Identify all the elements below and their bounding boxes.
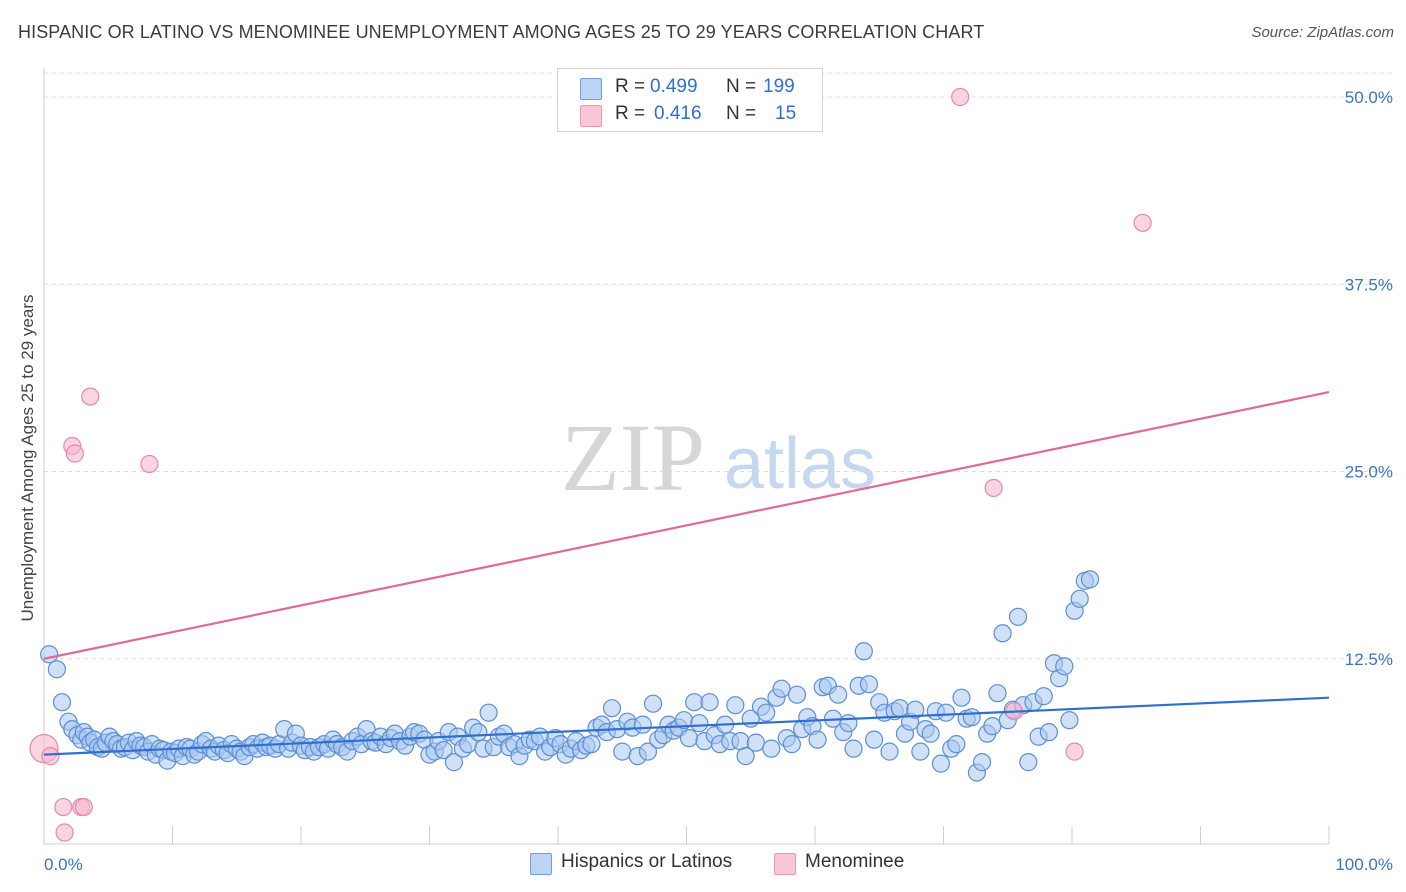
legend-n-value: 15: [775, 103, 797, 124]
legend-r-value: 0.499: [650, 76, 698, 97]
watermark-zip: ZIP: [561, 404, 705, 511]
data-point-menominee: [140, 454, 159, 474]
legend-r-label: R =: [615, 103, 646, 124]
data-point-hispanics: [1019, 753, 1038, 772]
bottom-legend-label: Hispanics or Latinos: [561, 851, 733, 872]
data-point-hispanics: [844, 739, 863, 758]
data-point-menominee: [81, 387, 100, 406]
data-point-hispanics: [469, 723, 488, 742]
chart-title: HISPANIC OR LATINO VS MENOMINEE UNEMPLOY…: [18, 22, 985, 42]
data-point-hispanics: [434, 741, 453, 760]
data-point-hispanics: [685, 693, 704, 712]
data-point-hispanics: [983, 717, 1002, 736]
trend-lines: [43, 391, 1330, 756]
data-point-hispanics: [931, 754, 951, 773]
trend-line-hispanics: [43, 696, 1330, 756]
data-point-hispanics: [690, 714, 709, 733]
data-point-hispanics: [726, 696, 745, 715]
bottom-legend-label: Menominee: [805, 851, 905, 872]
legend-n-value: 199: [763, 76, 795, 97]
data-point-hispanics: [1008, 607, 1028, 626]
data-point-hispanics: [582, 735, 601, 754]
data-point-hispanics: [40, 645, 59, 664]
data-point-hispanics: [444, 753, 464, 772]
data-point-hispanics: [1055, 657, 1074, 676]
data-point-hispanics: [736, 747, 755, 766]
data-point-hispanics: [1039, 723, 1058, 742]
data-point-hispanics: [633, 715, 652, 734]
axes: [43, 68, 1330, 845]
data-point-menominee: [74, 797, 93, 817]
bottom-legend-swatch-pink: [774, 853, 796, 875]
data-point-hispanics: [962, 708, 981, 727]
data-point-menominee: [1065, 742, 1084, 761]
data-point-hispanics: [865, 730, 884, 749]
data-point-hispanics: [1060, 711, 1079, 730]
data-point-hispanics: [772, 679, 791, 698]
data-point-hispanics: [829, 685, 848, 704]
data-point-menominee: [65, 444, 84, 463]
data-point-hispanics: [757, 703, 776, 722]
data-point-hispanics: [859, 675, 879, 694]
y-tick-label: 50.0%: [1345, 88, 1393, 107]
data-point-menominee: [41, 747, 60, 766]
data-point-hispanics: [679, 729, 699, 748]
tick-labels: 12.5% 25.0% 37.5% 50.0% 0.0% 100.0%: [44, 88, 1393, 874]
data-point-hispanics: [602, 699, 622, 718]
source-label: Source: ZipAtlas.com: [1251, 24, 1394, 41]
y-tick-label: 12.5%: [1345, 650, 1393, 669]
data-point-hispanics: [839, 714, 858, 733]
data-point-hispanics: [638, 742, 658, 761]
data-point-hispanics: [808, 730, 827, 749]
data-point-hispanics: [762, 739, 781, 758]
data-point-hispanics: [911, 742, 930, 761]
legend-r-value: 0.416: [654, 103, 702, 124]
data-point-menominee: [951, 87, 970, 107]
data-point-menominee: [55, 823, 74, 842]
data-point-hispanics: [1034, 687, 1053, 706]
series-hispanics-points: [40, 570, 1100, 782]
data-point-hispanics: [952, 688, 971, 707]
legend-n-label: N =: [726, 76, 757, 97]
data-point-hispanics: [613, 742, 632, 761]
data-point-hispanics: [947, 735, 966, 754]
data-point-hispanics: [906, 700, 925, 719]
data-point-hispanics: [988, 684, 1007, 703]
data-point-hispanics: [1070, 589, 1089, 608]
data-point-hispanics: [921, 724, 940, 743]
data-point-hispanics: [787, 685, 807, 704]
data-point-hispanics: [1080, 570, 1100, 589]
data-point-hispanics: [643, 694, 663, 713]
y-tick-label: 37.5%: [1345, 275, 1393, 294]
correlation-legend: R = 0.499 N = 199 R = 0.416 N = 15: [557, 68, 823, 132]
legend-n-label: N =: [726, 103, 757, 124]
watermark-atlas: atlas: [724, 424, 876, 504]
data-point-menominee: [1133, 213, 1152, 232]
data-point-hispanics: [972, 753, 992, 772]
data-point-hispanics: [854, 642, 873, 661]
bottom-legend-swatch-blue: [530, 853, 552, 875]
grid-lines: [44, 72, 1394, 660]
legend-swatch-pink: [580, 105, 602, 127]
data-point-hispanics: [47, 660, 66, 679]
watermark: ZIP atlas: [561, 404, 876, 511]
data-point-hispanics: [880, 742, 899, 761]
data-point-hispanics: [52, 693, 72, 712]
data-point-hispanics: [782, 735, 801, 754]
data-point-hispanics: [479, 703, 498, 722]
y-tick-label: 25.0%: [1345, 463, 1393, 482]
x-tick-label: 0.0%: [44, 855, 83, 874]
data-point-menominee: [54, 797, 73, 817]
data-point-menominee: [984, 478, 1003, 498]
data-point-hispanics: [993, 624, 1012, 643]
legend-r-label: R =: [615, 76, 646, 97]
data-point-hispanics: [936, 703, 956, 722]
series-menominee-points: [29, 87, 1152, 842]
legend-swatch-blue: [580, 78, 602, 100]
trend-line-menominee: [43, 391, 1330, 660]
data-point-hispanics: [746, 733, 765, 752]
x-tick-label: 100.0%: [1335, 855, 1393, 874]
data-point-hispanics: [700, 693, 719, 712]
